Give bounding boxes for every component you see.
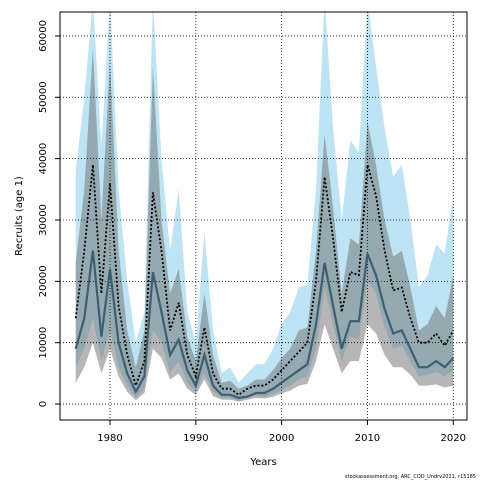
y-tick-label: 40000 xyxy=(38,143,49,175)
y-tick-label: 0 xyxy=(38,401,49,407)
x-tick-label: 2010 xyxy=(355,433,380,444)
y-tick-label: 30000 xyxy=(38,204,49,236)
x-tick-label: 1990 xyxy=(183,433,208,444)
x-tick-label: 2020 xyxy=(441,433,466,444)
x-axis-label: Years xyxy=(249,457,276,468)
plot-area xyxy=(60,12,467,420)
footer: stockassessment.org, ARC_COD_Undrv2021, … xyxy=(345,474,476,480)
y-tick-label: 10000 xyxy=(38,327,49,359)
y-tick-label: 20000 xyxy=(38,265,49,297)
x-tick-label: 1980 xyxy=(97,433,122,444)
y-axis-label: Recruits (age 1) xyxy=(14,176,25,256)
x-tick-label: 2000 xyxy=(269,433,294,444)
series-line xyxy=(74,250,455,400)
plot-frame xyxy=(59,11,468,421)
y-tick-label: 60000 xyxy=(38,20,49,52)
y-tick-label: 50000 xyxy=(38,81,49,113)
